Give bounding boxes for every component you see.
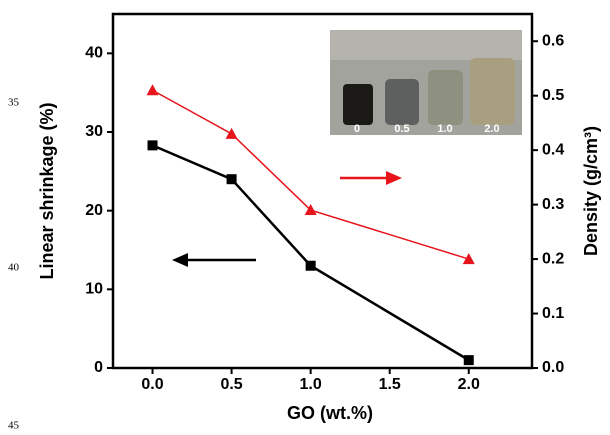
y-tick-label: 0 (94, 359, 103, 376)
inset-photo (330, 30, 522, 135)
inset-label: 2.0 (484, 123, 499, 135)
marker (147, 84, 159, 95)
x-tick-label: 0.0 (141, 376, 163, 393)
margin-number: 35 (8, 97, 20, 109)
sample-05 (385, 79, 419, 125)
marker (306, 261, 316, 271)
y2-tick-label: 0.1 (542, 305, 564, 322)
x-tick-label: 0.5 (220, 376, 242, 393)
y2-tick-label: 0.3 (542, 196, 564, 213)
marker (463, 253, 475, 264)
marker (148, 140, 158, 150)
y2-tick-label: 0.6 (542, 32, 564, 49)
x-tick-label: 1.0 (300, 376, 322, 393)
x-tick-label: 1.5 (379, 376, 401, 393)
y2-tick-label: 0.2 (542, 250, 564, 267)
y-tick-label: 20 (85, 202, 103, 219)
y2-tick-label: 0.5 (542, 87, 564, 104)
chart: GO (wt.%) Linear shrinkage (%) Density (… (0, 0, 610, 435)
arrows (172, 171, 402, 267)
series-line (153, 145, 469, 360)
arrow-right-head (386, 171, 402, 185)
inset-wall (330, 30, 522, 60)
y-tick-label: 30 (85, 123, 103, 140)
marker (464, 355, 474, 365)
sample-0 (343, 84, 373, 125)
y2-tick-label: 0.4 (542, 141, 564, 158)
y-tick-label: 10 (85, 281, 103, 298)
marker (226, 128, 238, 139)
y2-tick-label: 0.0 (542, 359, 564, 376)
marker (227, 174, 237, 184)
y2-axis-title: Density (g/cm³) (581, 126, 601, 256)
sample-10 (428, 70, 463, 125)
inset-label: 0.5 (394, 123, 409, 135)
x-tick-label: 2.0 (458, 376, 480, 393)
inset-label: 1.0 (437, 123, 452, 135)
margin-number: 40 (8, 262, 20, 274)
y-axis-title: Linear shrinkage (%) (37, 102, 57, 279)
margin-number: 45 (8, 420, 20, 432)
x-axis-title: GO (wt.%) (287, 403, 373, 423)
y-tick-label: 40 (85, 45, 103, 62)
inset-label: 0 (354, 123, 360, 135)
arrow-left-head (172, 253, 188, 267)
sample-20 (470, 58, 515, 125)
